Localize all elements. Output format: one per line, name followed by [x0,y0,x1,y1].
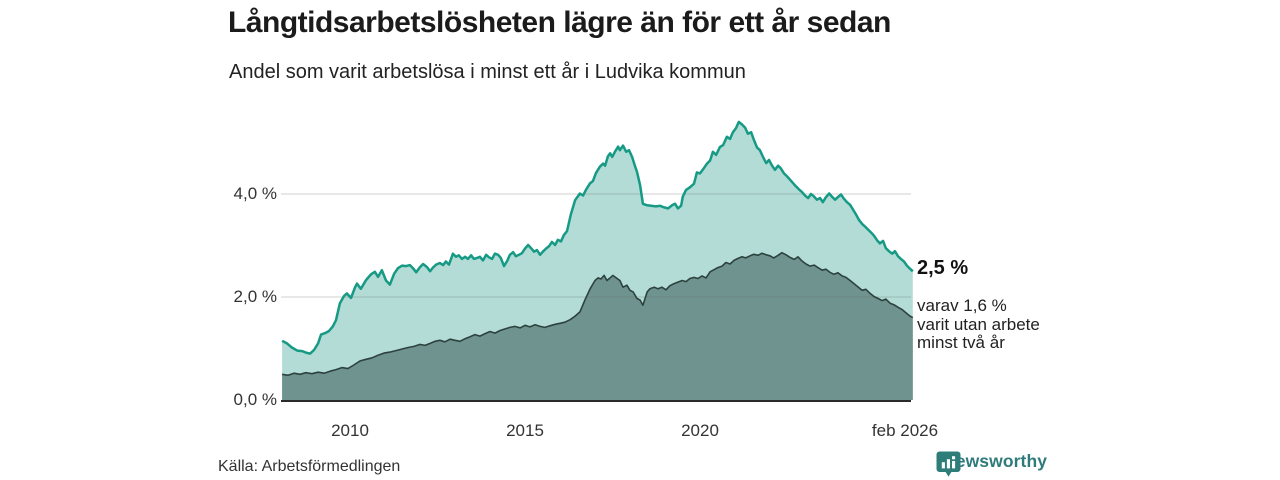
total-series-line [281,120,914,355]
x-tick-label: feb 2026 [871,421,939,440]
x-tick-label: 2010 [331,421,369,440]
y-tick-label: 4,0 % [233,184,277,203]
chart-subtitle: Andel som varit arbetslösa i minst ett å… [229,61,746,83]
y-tick-label: 2,0 % [233,287,277,306]
dark-note-line: varav 1,6 % [917,296,1007,315]
source-note: Källa: Arbetsförmedlingen [218,458,401,475]
dark-series-note: varav 1,6 % varit utan arbete minst två … [917,296,1040,353]
x-tick-label: 2020 [681,421,719,440]
dark-series-line [281,251,914,377]
newsworthy-brand: Newsworthy [936,451,1048,477]
x-tick-label: 2015 [506,421,544,440]
page-title: Långtidsarbetslösheten lägre än för ett … [228,6,891,39]
brand-name: Newsworthy [943,451,1048,471]
dark-area [282,252,913,400]
dark-note-line: varit utan arbete [917,314,1040,334]
y-tick-label: 0,0 % [233,390,277,409]
dark-note-line: minst två år [917,333,1005,352]
total-end-value-label: 2,5 % [917,257,969,279]
